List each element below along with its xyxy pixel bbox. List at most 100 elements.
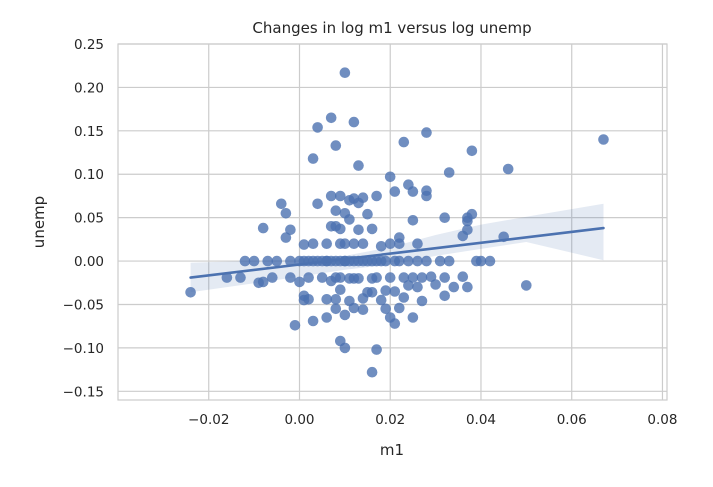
data-point <box>262 255 274 267</box>
data-point <box>412 281 423 293</box>
chart-title: Changes in log m1 versus log unemp <box>252 19 531 37</box>
data-point <box>339 67 351 78</box>
data-point <box>248 255 260 267</box>
x-tick-label: −0.02 <box>188 412 229 428</box>
data-point <box>285 255 296 267</box>
data-point <box>366 223 378 235</box>
y-tick-labels: 0.25 0.20 0.15 0.10 0.05 0.00 −0.05 −0.10 −0.15 <box>63 37 104 400</box>
data-point <box>443 255 455 267</box>
data-point <box>312 122 323 133</box>
data-point <box>330 303 342 315</box>
axes-frame <box>117 43 668 401</box>
data-point <box>457 271 469 283</box>
y-tick-label: −0.10 <box>63 341 104 357</box>
data-point <box>421 190 432 202</box>
data-point <box>271 255 283 267</box>
data-point <box>384 171 396 183</box>
data-point <box>239 255 251 267</box>
data-point <box>280 232 292 243</box>
data-point <box>335 190 346 202</box>
y-tick-label: 0.05 <box>74 211 104 227</box>
regression-line-layer <box>189 226 605 279</box>
data-point <box>416 272 428 283</box>
data-point <box>339 309 351 321</box>
x-tick-label: 0.04 <box>466 412 496 428</box>
data-point <box>407 186 419 197</box>
data-point <box>285 224 296 236</box>
data-point <box>321 238 333 249</box>
data-point <box>339 238 351 249</box>
data-point <box>307 153 319 164</box>
data-point <box>398 292 410 303</box>
data-point <box>307 238 319 249</box>
data-point <box>371 272 382 283</box>
data-point <box>475 255 487 267</box>
data-point <box>348 238 360 249</box>
data-point <box>312 198 323 210</box>
data-point <box>389 318 401 329</box>
x-tick-label: 0.06 <box>557 412 587 428</box>
data-point <box>366 287 378 298</box>
data-point <box>375 294 387 306</box>
data-point <box>389 286 401 297</box>
data-point <box>407 215 419 226</box>
data-point <box>425 271 437 283</box>
data-point <box>235 272 246 283</box>
data-point <box>325 112 337 124</box>
data-point <box>462 281 473 293</box>
data-point <box>348 302 360 314</box>
y-tick-label: −0.15 <box>63 384 104 400</box>
data-point <box>353 273 364 284</box>
data-point <box>448 281 460 293</box>
data-point <box>598 134 609 145</box>
data-point <box>403 280 414 291</box>
data-point <box>285 272 296 283</box>
data-point <box>421 127 432 138</box>
data-point <box>257 276 269 288</box>
data-point <box>267 272 278 283</box>
y-tick-label: 0.20 <box>74 80 104 96</box>
data-point <box>466 145 478 157</box>
data-point <box>298 239 310 250</box>
data-point <box>335 272 346 283</box>
data-point <box>439 290 451 302</box>
data-point <box>416 295 428 307</box>
y-tick-label: −0.05 <box>63 297 104 313</box>
data-point <box>344 214 355 225</box>
data-point <box>362 208 373 220</box>
data-point <box>303 294 314 305</box>
y-tick-label: 0.15 <box>74 124 104 140</box>
data-point <box>403 255 414 267</box>
data-point <box>357 192 369 203</box>
x-tick-label: 0.02 <box>375 412 405 428</box>
y-tick-label: 0.25 <box>74 37 104 53</box>
data-point <box>466 208 478 220</box>
y-tick-label: 0.10 <box>74 167 104 183</box>
data-point <box>434 255 446 267</box>
data-point <box>330 294 342 305</box>
data-point <box>371 344 382 355</box>
data-point <box>439 272 451 283</box>
y-tick-label: 0.00 <box>74 254 104 270</box>
data-point <box>384 238 396 249</box>
data-point <box>412 255 423 267</box>
data-point <box>276 198 287 210</box>
data-point <box>484 255 496 267</box>
data-point <box>357 304 369 316</box>
data-point <box>185 287 196 298</box>
data-point <box>394 302 405 314</box>
data-point <box>321 294 333 305</box>
data-point <box>371 190 382 202</box>
axes-border <box>117 43 668 401</box>
data-point <box>307 315 319 327</box>
data-point <box>221 272 233 283</box>
data-point <box>353 160 364 171</box>
data-point <box>335 223 346 235</box>
data-point <box>339 342 351 354</box>
data-point <box>389 186 401 197</box>
data-point <box>394 255 405 267</box>
x-tick-label: 0.00 <box>284 412 314 428</box>
data-point <box>348 116 360 128</box>
data-point <box>366 366 378 378</box>
